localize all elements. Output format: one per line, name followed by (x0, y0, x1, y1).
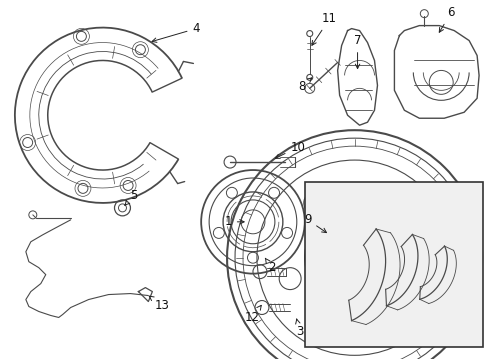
Text: 5: 5 (124, 189, 137, 205)
Text: 7: 7 (353, 34, 361, 68)
Bar (304, 182, 482, 347)
Text: 1: 1 (224, 215, 244, 228)
Text: 4: 4 (152, 22, 200, 42)
Text: 2: 2 (265, 258, 275, 274)
Text: 10: 10 (275, 141, 305, 158)
Text: 12: 12 (244, 305, 261, 324)
Text: 9: 9 (304, 213, 326, 233)
Text: 11: 11 (311, 12, 337, 45)
Text: 3: 3 (295, 319, 303, 338)
Text: 13: 13 (149, 296, 169, 312)
Text: 6: 6 (438, 6, 454, 32)
Text: 8: 8 (298, 78, 311, 93)
